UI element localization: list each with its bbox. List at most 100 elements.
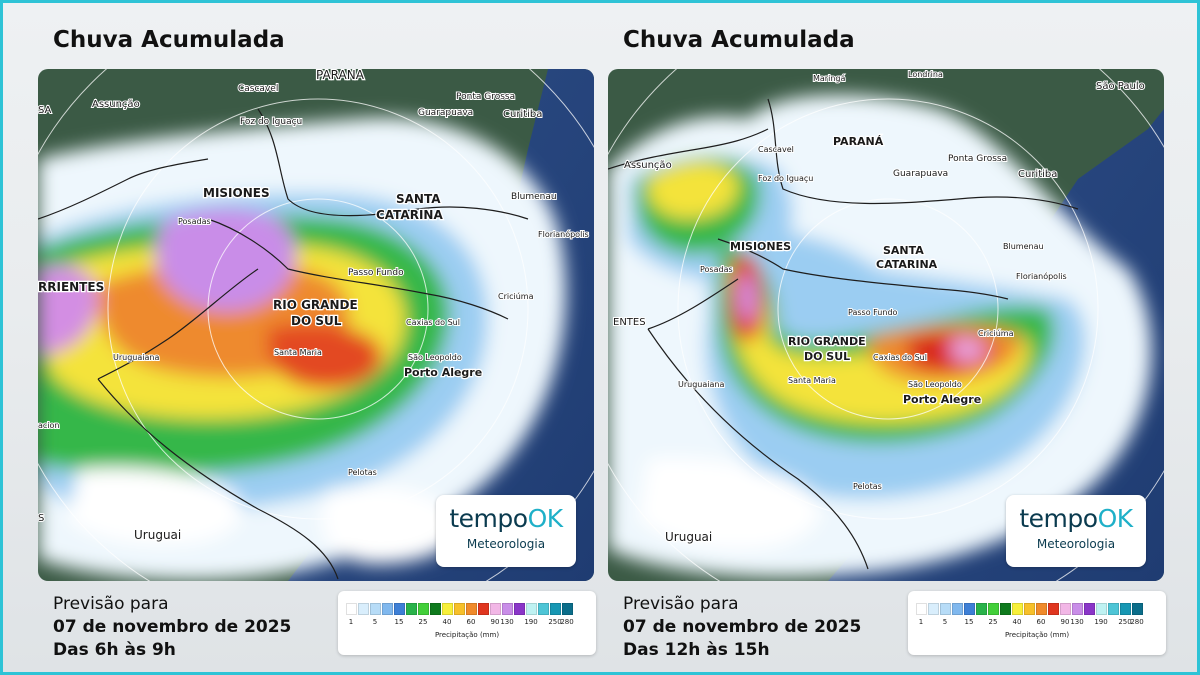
legend-swatches — [346, 603, 573, 615]
legend-tick-label: 5 — [942, 618, 948, 626]
country-label: Uruguai — [134, 528, 181, 542]
rain-map-graphic: PARANA MISIONES SANTA CATARINA RIO GRAND… — [38, 69, 594, 581]
legend-swatch — [514, 603, 525, 615]
state-label: CATARINA — [876, 258, 938, 271]
legend-swatches — [916, 603, 1143, 615]
city-label: Criciúma — [498, 292, 534, 301]
forecast-label: Previsão para — [623, 594, 739, 614]
legend-swatch — [1132, 603, 1143, 615]
legend-swatch — [382, 603, 393, 615]
precipitation-legend: 1 5 15 25 40 60 90 130 190 250 280 Precipitação (m… — [338, 591, 596, 655]
city-label: Uruguaiana — [678, 380, 724, 389]
city-label: Ponta Grossa — [456, 92, 515, 102]
state-label: SANTA — [883, 244, 924, 257]
city-label: Foz do Iguaçu — [758, 174, 813, 183]
legend-tick-label: 280 — [1130, 618, 1144, 626]
city-label: Assunção — [624, 160, 672, 171]
legend-swatch — [346, 603, 357, 615]
forecast-caption: Previsão para 07 de novembro de 2025 Das… — [53, 593, 291, 662]
country-label: Uruguai — [665, 530, 712, 544]
legend-swatch — [1060, 603, 1071, 615]
legend-tick-label: 25 — [988, 618, 998, 626]
state-label: PARANA — [316, 69, 365, 82]
legend-ticks: 1 5 15 25 40 60 90 130 190 250 280 — [346, 618, 596, 628]
forecast-time-range: Das 6h às 9h — [53, 640, 176, 660]
precipitation-legend: 1 5 15 25 40 60 90 130 190 250 280 Precipitação (m… — [908, 591, 1166, 655]
city-label: Foz do Iguaçu — [240, 117, 302, 127]
legend-swatch — [928, 603, 939, 615]
legend-swatch — [418, 603, 429, 615]
legend-swatch — [1000, 603, 1011, 615]
legend-tick-label: 15 — [394, 618, 404, 626]
city-label: Curitiba — [1018, 169, 1057, 180]
logo-wordmark: tempoOK — [449, 504, 563, 533]
logo-subtitle: Meteorologia — [466, 537, 546, 551]
state-label: MISIONES — [730, 240, 791, 253]
forecast-date: 07 de novembro de 2025 — [623, 617, 862, 637]
state-label: RIO GRANDE — [273, 298, 358, 312]
city-label: Uruguaiana — [113, 353, 159, 362]
legend-tick-label: 130 — [500, 618, 514, 626]
legend-tick-label: 90 — [1060, 618, 1070, 626]
legend-swatch — [454, 603, 465, 615]
legend-swatch — [550, 603, 561, 615]
legend-swatch — [1084, 603, 1095, 615]
state-label: DO SUL — [804, 350, 850, 363]
legend-unit: Precipitação (mm) — [1004, 631, 1070, 639]
panel-title: Chuva Acumulada — [623, 27, 855, 53]
legend-swatch — [406, 603, 417, 615]
legend-swatch — [1048, 603, 1059, 615]
legend-tick-label: 250 — [1118, 618, 1132, 626]
legend-swatch — [538, 603, 549, 615]
city-label: acion — [38, 421, 60, 430]
legend-swatch — [502, 603, 513, 615]
legend-tick-label: 40 — [1012, 618, 1022, 626]
legend-swatch — [916, 603, 927, 615]
legend-swatch — [562, 603, 573, 615]
city-label: Maringá — [813, 74, 845, 83]
state-label: PARANÁ — [833, 135, 884, 148]
rain-map: Maringá Londrina São Paulo PARANÁ Cascav… — [608, 69, 1164, 581]
legend-swatch — [1120, 603, 1131, 615]
legend-swatch — [940, 603, 951, 615]
city-label: São Leopoldo — [408, 353, 462, 362]
legend-swatch — [1096, 603, 1107, 615]
legend-swatch — [1012, 603, 1023, 615]
state-label: ENTES — [613, 317, 646, 328]
state-label: CATARINA — [376, 208, 443, 222]
tempook-logo: tempoOK Meteorologia — [436, 495, 576, 567]
state-label: RIO GRANDE — [788, 335, 866, 348]
legend-unit: Precipitação (mm) — [434, 631, 500, 639]
city-label: Cascavel — [238, 84, 278, 94]
city-label: Guarapuava — [418, 108, 473, 118]
panel-6h-9h: Chuva Acumulada — [38, 3, 598, 672]
city-label: Florianópolis — [1016, 271, 1067, 281]
legend-tick-label: 40 — [442, 618, 452, 626]
tempook-logo: tempoOK Meteorologia — [1006, 495, 1146, 567]
legend-swatch — [1024, 603, 1035, 615]
city-label: Posadas — [700, 265, 733, 274]
legend-tick-label: 250 — [548, 618, 562, 626]
legend-swatch — [358, 603, 369, 615]
legend-swatch — [370, 603, 381, 615]
state-label: MISIONES — [203, 186, 270, 200]
city-label: Santa Maria — [788, 376, 836, 385]
rain-map-graphic: Maringá Londrina São Paulo PARANÁ Cascav… — [608, 69, 1164, 581]
city-label: Porto Alegre — [404, 366, 482, 379]
city-label: Porto Alegre — [903, 393, 981, 406]
legend-swatch — [466, 603, 477, 615]
city-label: Santa Maria — [274, 348, 322, 357]
logo-wordmark: tempoOK — [1019, 504, 1133, 533]
panel-title: Chuva Acumulada — [53, 27, 285, 53]
state-label: DO SUL — [291, 314, 342, 328]
city-label: SA — [38, 105, 52, 116]
legend-swatch — [442, 603, 453, 615]
legend-swatch — [526, 603, 537, 615]
legend-swatch — [394, 603, 405, 615]
city-label: Blumenau — [511, 192, 557, 202]
rain-map: PARANA MISIONES SANTA CATARINA RIO GRAND… — [38, 69, 594, 581]
city-label: Londrina — [908, 70, 943, 79]
legend-swatch — [1036, 603, 1047, 615]
legend-tick-label: 15 — [964, 618, 974, 626]
